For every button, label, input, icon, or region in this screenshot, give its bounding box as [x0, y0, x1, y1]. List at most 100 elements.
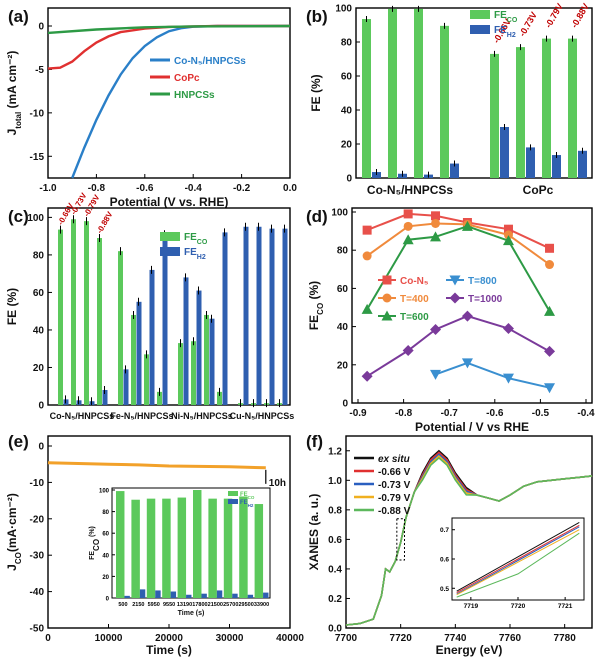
- x-tick-label: -1.0: [39, 183, 57, 194]
- panel-label-e: (e): [8, 432, 29, 451]
- y-tick-label: 20: [33, 363, 45, 374]
- inset-y-tick-label: 0.7: [440, 527, 449, 534]
- bar-fe-co: [178, 343, 183, 405]
- inset-bar-fe-h2: [170, 591, 177, 598]
- category-label: Cu-N₅/HNPCSs: [230, 411, 295, 421]
- legend-label: -0.66 V: [378, 467, 411, 478]
- inset-bar-fe-h2: [263, 592, 269, 598]
- legend-label: T=600: [400, 312, 429, 323]
- y-tick-label: 0: [38, 22, 44, 33]
- data-point: [403, 221, 413, 231]
- data-point: [502, 235, 514, 246]
- data-point: [430, 231, 442, 242]
- plot-frame: [351, 207, 593, 404]
- axis-label: Energy (eV): [436, 643, 503, 657]
- chart-a: 0 -5 -10 -15 -1.0 -0.8 -0.6 -0.4 -0.2 0.0 Potentia…: [5, 7, 297, 209]
- data-point: [361, 303, 373, 314]
- bar-fe-co: [516, 47, 525, 178]
- axis-label: FE (%): [309, 74, 323, 111]
- axis-label: Time (s): [146, 643, 192, 657]
- data-point: [502, 323, 514, 335]
- legend-label: ex situ: [378, 454, 410, 465]
- bar-fe-h2: [256, 226, 262, 405]
- bar-fe-h2: [102, 389, 108, 405]
- x-tick-label: -0.9: [349, 408, 367, 419]
- data-point: [403, 209, 413, 219]
- inset-bar-fe-co: [239, 496, 248, 598]
- series-line-2: [366, 225, 551, 312]
- y-tick-label: -10: [30, 478, 45, 489]
- y-tick-label: 0.4: [328, 564, 342, 575]
- y-tick-label: 100: [331, 208, 348, 219]
- chart-e: 0-10-20-30-40-500 10000 20000 30000 40000Tim…: [5, 435, 304, 657]
- potential-label: -0.73V: [517, 10, 539, 38]
- inset-x-label: 21500: [208, 602, 223, 608]
- legend-swatch: [160, 247, 180, 256]
- data-point: [430, 369, 442, 380]
- inset-x-label: 25700: [223, 602, 238, 608]
- inset-bar-fe-co: [223, 498, 233, 598]
- inset-x-label: 13190: [177, 602, 192, 608]
- y-tick-label: 40: [341, 106, 353, 117]
- bar-fe-co: [414, 8, 423, 178]
- inset-y-tick-label: 0.6: [440, 557, 449, 564]
- data-point: [503, 230, 513, 240]
- x-tick-label: 7780: [554, 633, 577, 644]
- series-line-3: [435, 361, 550, 389]
- legend-label: FECO: [184, 232, 208, 246]
- x-tick-label: -0.8: [88, 183, 106, 194]
- y-tick-label: 20: [337, 360, 349, 371]
- legend-label: T=1000: [468, 294, 503, 305]
- y-tick-label: 100: [27, 213, 44, 224]
- inset-bar-fe-co: [177, 497, 187, 598]
- y-tick-label: -20: [30, 514, 45, 525]
- inset-bar-fe-h2: [186, 594, 192, 598]
- bar-fe-co: [490, 53, 499, 178]
- legend-swatch: [470, 10, 490, 19]
- axis-label: FECO (%): [89, 526, 101, 560]
- data-point: [503, 224, 513, 234]
- data-point: [544, 383, 556, 394]
- series-line: [47, 461, 266, 470]
- bar-fe-co: [71, 219, 76, 405]
- axis-label: Jtotal (mA cm⁻²): [5, 51, 23, 136]
- legend-label: T=400: [400, 294, 429, 305]
- bar-fe-co: [204, 314, 209, 405]
- legend-label: FEH2: [184, 247, 206, 261]
- chart-d: 0 20 40 60 80 100 -0.9 -0.8 -0.7 -0.6 -0.5 -0.4 Pote…: [307, 207, 595, 434]
- axis-label: Potential / V vs RHE: [415, 420, 529, 434]
- zoom-box: [396, 518, 405, 561]
- potential-label: -0.79V: [543, 2, 565, 30]
- inset-x-label: 5950: [148, 602, 160, 608]
- potential-label: -0.88V: [569, 2, 591, 30]
- inset-y-tick-label: 60: [102, 532, 109, 538]
- y-tick-label: -15: [30, 152, 45, 163]
- data-point: [430, 323, 442, 335]
- group-label: Co-N₅/HNPCSs: [367, 183, 454, 197]
- bar-fe-co: [568, 38, 577, 178]
- inset-bar-fe-co: [254, 504, 264, 598]
- series-line-2: [47, 24, 291, 35]
- x-tick-label: 0.0: [283, 183, 297, 194]
- inset-bar-fe-h2: [216, 590, 223, 598]
- category-label: Fe-N₅/HNPCSs: [110, 411, 173, 421]
- y-tick-label: 0.6: [328, 535, 342, 546]
- bar-fe-h2: [209, 318, 215, 405]
- axis-label: XANES (a. u.): [307, 494, 321, 571]
- bar-fe-co: [217, 391, 222, 405]
- data-point: [431, 211, 441, 221]
- x-tick-label: 7740: [444, 633, 467, 644]
- category-label: Co-N₅/HNPCSs: [50, 411, 115, 421]
- y-tick-label: 0: [38, 401, 44, 412]
- inset-x-label: 17800: [192, 602, 207, 608]
- x-tick-label: 30000: [216, 633, 244, 644]
- bar-fe-co: [97, 238, 102, 405]
- legend-label: -0.88 V: [378, 506, 411, 517]
- group-label: CoPc: [523, 183, 554, 197]
- panel-label-b: (b): [306, 7, 328, 26]
- x-tick-label: -0.5: [532, 408, 550, 419]
- inset-x-label: 500: [118, 602, 127, 608]
- inset-bar-fe-co: [146, 498, 156, 598]
- plot-frame: [355, 7, 593, 179]
